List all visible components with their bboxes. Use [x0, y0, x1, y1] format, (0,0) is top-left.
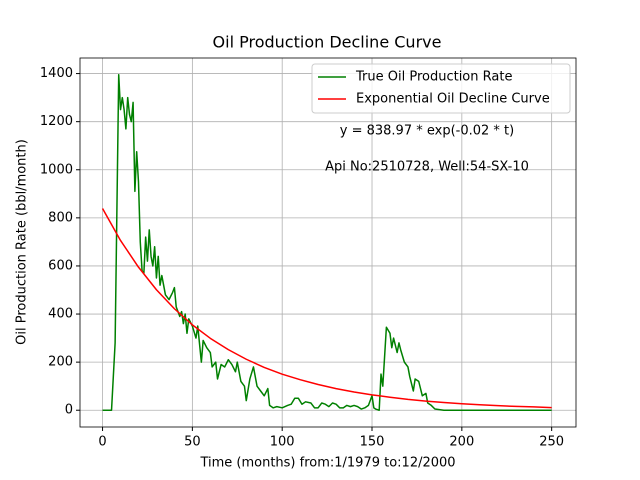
y-tick-label: 200: [48, 355, 73, 370]
x-tick-label: 150: [360, 435, 385, 450]
y-tick-label: 400: [48, 307, 73, 322]
legend-label: Exponential Oil Decline Curve: [356, 92, 550, 107]
y-tick-label: 600: [48, 258, 73, 273]
legend-box: [311, 63, 571, 114]
x-tick-label: 100: [270, 435, 295, 450]
axes-frame: [79, 57, 577, 428]
x-tick-label: 50: [184, 435, 201, 450]
y-tick-label: 1200: [40, 114, 73, 129]
x-tick-label: 0: [98, 435, 106, 450]
data-line: [101, 208, 552, 409]
x-axis-label: Time (months) from:1/1979 to:12/2000: [199, 456, 455, 471]
x-tick-label: 200: [449, 435, 474, 450]
legend-label: True Oil Production Rate: [355, 70, 512, 85]
y-tick-label: 800: [48, 210, 73, 225]
annotation: Api No:2510728, Well:54-SX-10: [325, 160, 529, 175]
chart-title: Oil Production Decline Curve: [213, 33, 442, 52]
y-axis-label: Oil Production Rate (bbl/month): [15, 139, 30, 345]
y-tick-label: 0: [65, 403, 73, 418]
y-tick-label: 1000: [40, 162, 73, 177]
y-tick-label: 1400: [40, 66, 73, 81]
data-line: [102, 74, 552, 411]
annotation: y = 838.97 * exp(-0.02 * t): [340, 124, 514, 139]
x-tick-label: 250: [539, 435, 564, 450]
